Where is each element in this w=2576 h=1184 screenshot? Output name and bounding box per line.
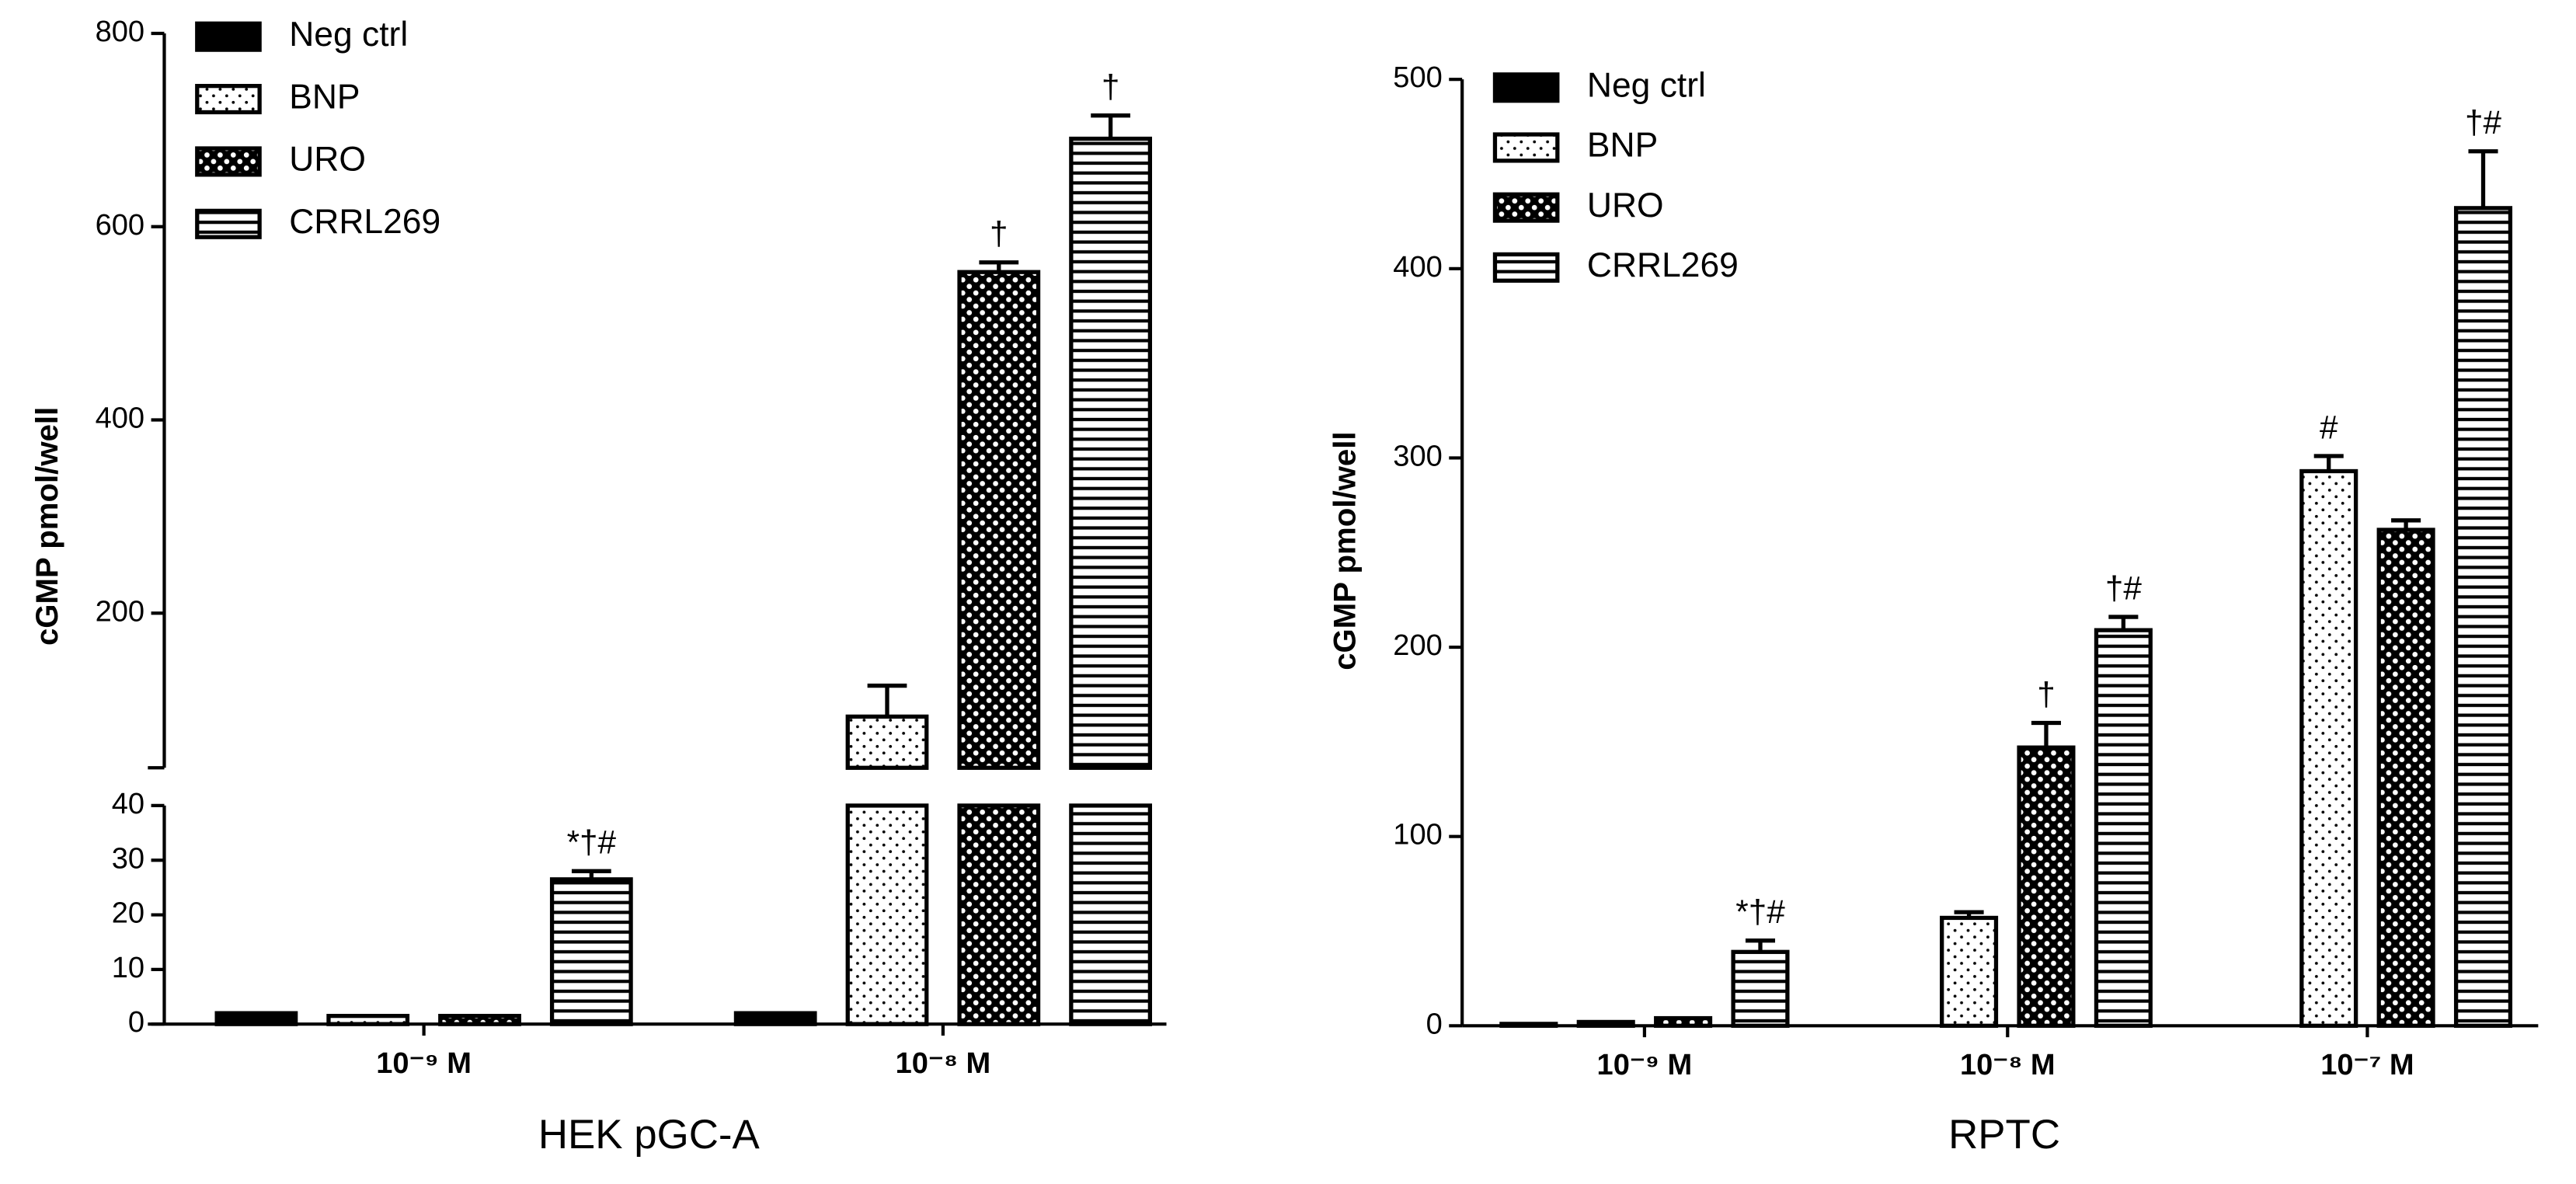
bar: [1940, 915, 1999, 1028]
legend-swatch: [195, 208, 262, 239]
y-tick-label: 10: [112, 952, 144, 984]
x-tick-label: 10⁻⁸ M: [896, 1047, 991, 1080]
bar: [549, 877, 633, 1026]
legend-label: CRRL269: [289, 203, 440, 241]
bar: [845, 714, 929, 770]
bar: [1069, 136, 1153, 770]
annotation: †#: [2465, 104, 2502, 141]
legend-swatch: [195, 146, 262, 177]
y-axis-label: cGMP pmol/well: [30, 407, 64, 646]
bar: [2376, 528, 2435, 1028]
legend-label: Neg ctrl: [289, 16, 408, 54]
bar: [214, 1011, 298, 1026]
bar: [438, 1014, 521, 1026]
y-axis-label: cGMP pmol/well: [1328, 431, 1363, 670]
bar: [1576, 1019, 1635, 1028]
bar: [733, 1011, 817, 1026]
y-tick-label: 400: [96, 402, 144, 435]
legend-label: Neg ctrl: [1587, 66, 1706, 104]
y-tick-label: 400: [1393, 251, 1442, 284]
legend-swatch: [1492, 252, 1560, 283]
legend-label: URO: [1587, 186, 1664, 225]
y-tick-label: 100: [1393, 819, 1442, 851]
legend-label: CRRL269: [1587, 246, 1739, 284]
y-tick-label: 600: [96, 209, 144, 242]
legend-swatch: [195, 83, 262, 115]
x-tick-label: 10⁻⁸ M: [1960, 1049, 2056, 1081]
y-tick-label: 20: [112, 897, 144, 930]
annotation: †: [1102, 68, 1120, 105]
y-tick-label: 30: [112, 842, 144, 875]
bar: [1731, 949, 1790, 1028]
y-tick-label: 0: [1426, 1008, 1443, 1040]
y-tick-label: 300: [1393, 440, 1442, 472]
y-tick-label: 0: [128, 1006, 144, 1039]
y-tick-label: 500: [1393, 61, 1442, 94]
bar: [957, 270, 1041, 770]
bar: [2299, 468, 2358, 1028]
annotation: #: [2320, 409, 2338, 445]
bar: [1654, 1015, 1713, 1028]
y-tick-label: 200: [1393, 629, 1442, 662]
chart-title: HEK pGC-A: [538, 1112, 761, 1158]
annotation: †: [2037, 676, 2056, 712]
y-tick-label: 800: [96, 16, 144, 48]
bar: [2017, 745, 2076, 1028]
y-tick-label: 200: [96, 595, 144, 628]
bar: [845, 803, 929, 1026]
annotation: †: [990, 215, 1008, 252]
bar: [1069, 803, 1153, 1026]
annotation: *†#: [567, 824, 617, 861]
bar: [1499, 1022, 1558, 1028]
annotation: †#: [2105, 569, 2143, 606]
y-tick-label: 40: [112, 788, 144, 820]
bar: [957, 803, 1041, 1026]
x-tick-label: 10⁻⁹ M: [376, 1047, 472, 1080]
x-tick-label: 10⁻⁹ M: [1597, 1049, 1693, 1081]
legend-label: BNP: [1587, 127, 1658, 165]
legend-label: URO: [289, 141, 366, 179]
bar: [326, 1014, 410, 1026]
x-tick-label: 10⁻⁷ M: [2320, 1049, 2414, 1081]
legend-swatch: [1492, 132, 1560, 163]
legend-swatch: [195, 21, 262, 52]
bar: [2094, 628, 2153, 1028]
legend-label: BNP: [289, 78, 360, 116]
chart-title: RPTC: [1948, 1112, 2060, 1158]
legend-swatch: [1492, 192, 1560, 223]
bar: [2453, 206, 2513, 1028]
annotation: *†#: [1735, 893, 1785, 930]
legend-swatch: [1492, 72, 1560, 103]
